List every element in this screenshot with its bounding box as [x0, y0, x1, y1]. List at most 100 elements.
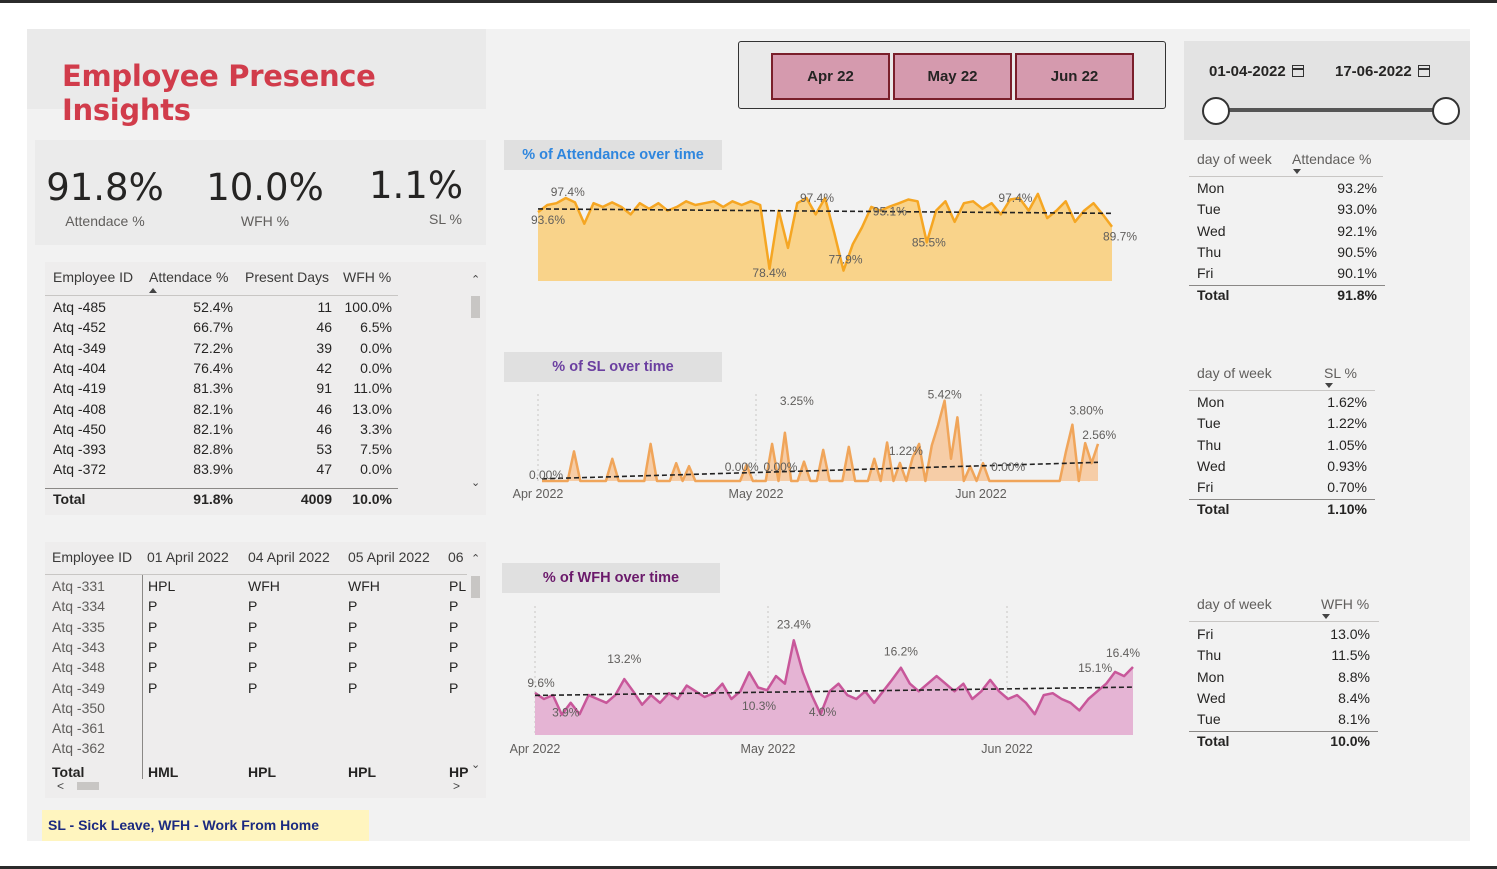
end-date-field[interactable]: 17-06-2022 — [1335, 63, 1430, 80]
matrix-scroll-down-icon[interactable]: ⌄ — [471, 759, 481, 771]
calendar-icon[interactable] — [1291, 65, 1304, 77]
table-cell: 11 — [317, 299, 332, 315]
day-total-label: Total — [1197, 732, 1230, 749]
page-title: Employee Presence Insights — [62, 59, 376, 127]
matrix-cell: P — [248, 638, 258, 655]
matrix-cell: PL — [449, 578, 467, 594]
table-cell: 81.3% — [193, 380, 233, 397]
matrix-cell: Atq -350 — [52, 699, 105, 716]
scroll-up-icon[interactable]: ⌃ — [471, 274, 481, 286]
kpi-sl-value: 1.1% — [369, 164, 463, 207]
x-tick-label: Apr 2022 — [513, 487, 564, 501]
col-header-wfh[interactable]: WFH % — [343, 269, 392, 285]
data-label: 78.4% — [752, 266, 786, 280]
matrix-scroll-left-icon[interactable]: < — [57, 779, 65, 793]
matrix-header-date-3[interactable]: 05 April 2022 — [348, 549, 430, 565]
wfh-value-header[interactable]: WFH % — [1321, 596, 1370, 612]
day-label: Thu — [1197, 647, 1222, 664]
sl-day-header[interactable]: day of week — [1197, 365, 1272, 381]
table-cell: 0.0% — [360, 359, 392, 376]
day-label: Tue — [1197, 415, 1221, 432]
col-header-employee-id[interactable]: Employee ID — [53, 269, 134, 285]
matrix-header-date-4[interactable]: 06 — [448, 549, 464, 565]
table-cell: Atq -349 — [53, 339, 106, 356]
day-label: Fri — [1197, 479, 1214, 496]
calendar-icon[interactable] — [1417, 65, 1430, 77]
col-header-attendance[interactable]: Attendace % — [149, 269, 229, 285]
matrix-scroll-up-icon[interactable]: ⌃ — [471, 553, 481, 565]
day-total-label: Total — [1197, 500, 1230, 517]
total-present-days: 4009 — [300, 491, 332, 507]
att-day-header[interactable]: day of week — [1197, 151, 1272, 167]
matrix-header-employee-id[interactable]: Employee ID — [52, 549, 133, 565]
att-value-header[interactable]: Attendace % — [1292, 151, 1372, 167]
table-cell: Atq -450 — [53, 420, 106, 437]
date-slider-start-handle[interactable] — [1202, 97, 1230, 125]
matrix-vertical-scrollbar[interactable] — [471, 576, 480, 598]
title-card: Employee Presence Insights — [27, 29, 486, 127]
data-label: 1.22% — [889, 444, 923, 458]
wfh-day-header[interactable]: day of week — [1197, 596, 1272, 612]
table-cell: 46 — [316, 420, 332, 437]
col-header-present-days[interactable]: Present Days — [245, 269, 330, 285]
table-cell: 47 — [316, 461, 332, 478]
month-button-jun[interactable]: Jun 22 — [1015, 53, 1134, 100]
data-label: 0.00% — [763, 460, 797, 474]
table-cell: Atq -408 — [53, 400, 106, 417]
day-label: Mon — [1197, 180, 1225, 196]
sl-area-chart: 0.00% 0.00% 0.00% 3.25% 1.22% 5.42% 0.00% 3.80%… — [513, 388, 1117, 501]
table-cell: Atq -452 — [53, 319, 106, 336]
x-tick-label: Jun 2022 — [981, 742, 1032, 756]
table-cell: 7.5% — [360, 441, 392, 458]
data-label: 0.00% — [725, 460, 759, 474]
matrix-cell: Atq -343 — [52, 638, 105, 655]
total-attendance: 91.8% — [193, 491, 233, 507]
date-slider-track[interactable] — [1212, 108, 1447, 112]
month-button-may[interactable]: May 22 — [893, 53, 1012, 100]
attendance-area-chart: 93.6% 97.4% 78.4% 97.4% 77.9% 95.1% 85.5% 97.4%… — [531, 185, 1137, 281]
total-divider — [1189, 284, 1385, 286]
matrix-cell: Atq -348 — [52, 659, 105, 676]
scroll-down-icon[interactable]: ⌄ — [471, 477, 481, 489]
end-date-value: 17-06-2022 — [1335, 63, 1412, 80]
kpi-panel: 91.8% Attendace % 10.0% WFH % 1.1% SL % — [35, 140, 486, 245]
vertical-scrollbar[interactable] — [471, 296, 480, 318]
day-label: Thu — [1197, 436, 1222, 453]
day-label: Mon — [1197, 394, 1225, 410]
kpi-wfh: 10.0% WFH % — [203, 166, 327, 229]
day-total-value: 91.8% — [1337, 286, 1377, 303]
table-cell: Atq -485 — [53, 299, 106, 315]
matrix-header-date-1[interactable]: 01 April 2022 — [147, 549, 229, 565]
matrix-scroll-right-icon[interactable]: > — [453, 779, 461, 793]
table-cell: 46 — [316, 319, 332, 336]
matrix-horizontal-scrollbar[interactable] — [77, 782, 99, 790]
data-label: 9.6% — [527, 676, 555, 690]
data-label: 5.42% — [928, 388, 962, 402]
kpi-attendance-value: 91.8% — [46, 166, 164, 209]
day-label: Fri — [1197, 626, 1214, 642]
matrix-cell: P — [248, 618, 258, 635]
table-cell: 82.8% — [193, 441, 233, 458]
matrix-cell: P — [248, 659, 258, 676]
day-value: 8.4% — [1338, 689, 1370, 706]
day-label: Wed — [1197, 689, 1226, 706]
data-label: 93.6% — [531, 213, 565, 227]
date-slider-end-handle[interactable] — [1432, 97, 1460, 125]
table-cell: 46 — [316, 400, 332, 417]
data-label: 2.56% — [1082, 428, 1116, 442]
table-cell: 83.9% — [193, 461, 233, 478]
day-value: 1.05% — [1327, 436, 1367, 453]
header-divider — [45, 295, 398, 296]
matrix-header-date-2[interactable]: 04 April 2022 — [248, 549, 330, 565]
sl-value-header[interactable]: SL % — [1324, 365, 1357, 381]
sort-ascending-icon — [149, 288, 157, 293]
start-date-field[interactable]: 01-04-2022 — [1209, 63, 1304, 80]
table-cell: 6.5% — [360, 319, 392, 336]
data-label: 15.1% — [1078, 661, 1112, 675]
matrix-cell: Atq -362 — [52, 740, 105, 757]
table-cell: 39 — [316, 339, 332, 356]
day-value: 92.1% — [1337, 222, 1377, 239]
data-label: 16.2% — [884, 645, 918, 659]
matrix-total-1: HML — [148, 764, 179, 780]
month-button-apr[interactable]: Apr 22 — [771, 53, 890, 100]
